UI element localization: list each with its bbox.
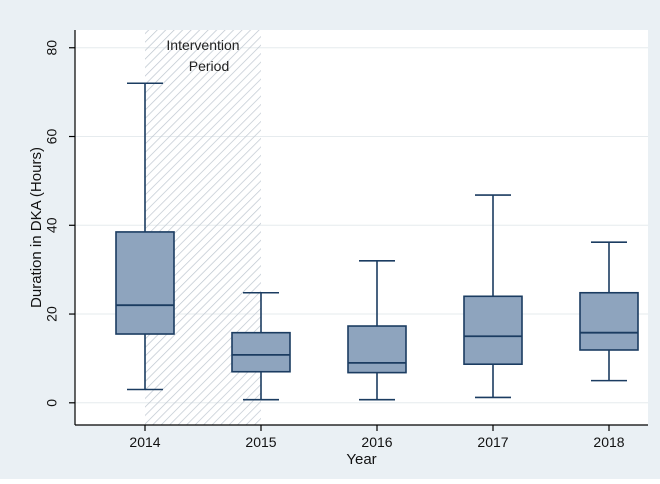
iqr-box — [115, 231, 175, 335]
box-2016 — [347, 259, 407, 401]
iqr-box — [347, 325, 407, 374]
y-tick-label: 60 — [44, 129, 60, 145]
y-tick-label: 80 — [44, 40, 60, 56]
intervention-label-line2: Period — [189, 58, 229, 74]
x-tick-label: 2016 — [361, 434, 392, 450]
x-tick-label: 2017 — [477, 434, 508, 450]
axes: 0 20 40 60 80 2014 2015 2016 2017 2018 — [44, 30, 648, 450]
x-tick-label: 2014 — [129, 434, 160, 450]
y-tick-label: 20 — [44, 306, 60, 322]
iqr-box — [463, 295, 523, 365]
x-tick-label: 2018 — [593, 434, 624, 450]
y-axis-title: Duration in DKA (Hours) — [28, 147, 45, 308]
box-2018 — [579, 241, 639, 382]
y-tick-label: 0 — [44, 399, 60, 407]
iqr-box — [579, 291, 639, 351]
box-2015 — [231, 291, 291, 401]
x-tick-label: 2015 — [245, 434, 276, 450]
box-2014 — [115, 82, 175, 391]
x-axis-title: Year — [346, 451, 376, 468]
boxes — [115, 82, 639, 401]
intervention-label-line1: Intervention — [166, 37, 239, 53]
iqr-box — [231, 331, 291, 373]
y-tick-label: 40 — [44, 217, 60, 233]
box-2017 — [463, 194, 523, 399]
